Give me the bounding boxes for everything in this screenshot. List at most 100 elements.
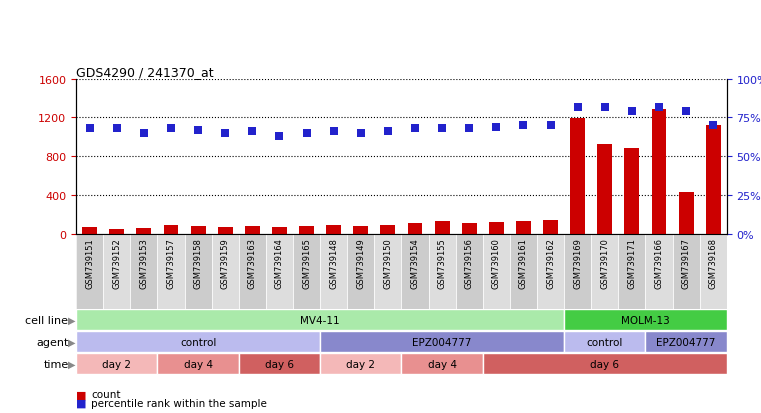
FancyBboxPatch shape — [212, 234, 239, 309]
Text: ▶: ▶ — [68, 359, 75, 369]
Text: GSM739162: GSM739162 — [546, 238, 555, 289]
Bar — [543, 221, 558, 234]
Bar — [705, 126, 721, 234]
Text: GSM739151: GSM739151 — [85, 238, 94, 289]
Point — [490, 124, 502, 131]
Bar — [570, 119, 585, 234]
FancyBboxPatch shape — [320, 353, 402, 374]
FancyBboxPatch shape — [76, 309, 564, 330]
Point — [572, 104, 584, 111]
Text: MOLM-13: MOLM-13 — [621, 315, 670, 325]
FancyBboxPatch shape — [130, 234, 158, 309]
FancyBboxPatch shape — [618, 234, 645, 309]
Text: day 4: day 4 — [428, 359, 457, 369]
Point — [626, 109, 638, 115]
Text: GSM739153: GSM739153 — [139, 238, 148, 289]
Text: GSM739159: GSM739159 — [221, 238, 230, 289]
Point — [219, 131, 231, 137]
FancyBboxPatch shape — [347, 234, 374, 309]
Text: day 2: day 2 — [102, 359, 131, 369]
Text: day 2: day 2 — [346, 359, 375, 369]
FancyBboxPatch shape — [320, 331, 564, 352]
Text: percentile rank within the sample: percentile rank within the sample — [91, 398, 267, 408]
Text: GSM739164: GSM739164 — [275, 238, 284, 289]
FancyBboxPatch shape — [482, 353, 727, 374]
Bar — [299, 226, 314, 234]
FancyBboxPatch shape — [402, 353, 482, 374]
Point — [355, 131, 367, 137]
Bar — [408, 223, 422, 234]
Text: agent: agent — [36, 337, 68, 347]
Bar — [679, 192, 693, 234]
Point — [301, 131, 313, 137]
Bar — [191, 226, 205, 234]
FancyBboxPatch shape — [564, 234, 591, 309]
FancyBboxPatch shape — [76, 331, 320, 352]
Point — [544, 123, 556, 129]
Text: GSM739169: GSM739169 — [573, 238, 582, 289]
Point — [680, 109, 693, 115]
Text: ■: ■ — [76, 389, 87, 399]
Text: control: control — [587, 337, 623, 347]
FancyBboxPatch shape — [645, 234, 673, 309]
Bar — [110, 229, 124, 234]
Bar — [651, 109, 667, 234]
FancyBboxPatch shape — [482, 234, 510, 309]
FancyBboxPatch shape — [76, 353, 158, 374]
FancyBboxPatch shape — [564, 309, 727, 330]
FancyBboxPatch shape — [456, 234, 482, 309]
Text: time: time — [43, 359, 68, 369]
Text: EPZ004777: EPZ004777 — [657, 337, 716, 347]
Text: GSM739167: GSM739167 — [682, 238, 690, 289]
Text: GSM739149: GSM739149 — [356, 238, 365, 289]
Point — [247, 129, 259, 135]
Text: ▶: ▶ — [68, 337, 75, 347]
Text: ■: ■ — [76, 398, 87, 408]
FancyBboxPatch shape — [645, 331, 727, 352]
Point — [436, 126, 448, 132]
Point — [599, 104, 611, 111]
Text: GSM739158: GSM739158 — [193, 238, 202, 289]
FancyBboxPatch shape — [293, 234, 320, 309]
Text: GSM739152: GSM739152 — [113, 238, 121, 289]
Bar — [462, 223, 476, 234]
Bar — [164, 225, 178, 234]
Bar — [272, 228, 287, 234]
Point — [707, 123, 719, 129]
Bar — [435, 222, 450, 234]
Text: GSM739155: GSM739155 — [438, 238, 447, 289]
Bar — [380, 226, 395, 234]
Bar — [326, 225, 341, 234]
Text: GSM739157: GSM739157 — [167, 238, 176, 289]
Text: GSM739154: GSM739154 — [410, 238, 419, 289]
Bar — [516, 222, 531, 234]
Text: GSM739148: GSM739148 — [330, 238, 338, 289]
Bar — [245, 227, 260, 234]
Text: GSM739168: GSM739168 — [708, 238, 718, 289]
FancyBboxPatch shape — [673, 234, 699, 309]
FancyBboxPatch shape — [103, 234, 130, 309]
Point — [165, 126, 177, 132]
Text: GDS4290 / 241370_at: GDS4290 / 241370_at — [76, 65, 214, 78]
FancyBboxPatch shape — [239, 353, 320, 374]
Text: cell line: cell line — [25, 315, 68, 325]
Point — [110, 126, 123, 132]
Point — [84, 126, 96, 132]
Bar — [489, 223, 504, 234]
Text: GSM739150: GSM739150 — [384, 238, 393, 289]
Point — [327, 129, 339, 135]
Text: GSM739166: GSM739166 — [654, 238, 664, 289]
Point — [382, 129, 394, 135]
Text: GSM739170: GSM739170 — [600, 238, 610, 289]
Bar — [218, 228, 233, 234]
FancyBboxPatch shape — [158, 234, 185, 309]
Point — [463, 126, 476, 132]
FancyBboxPatch shape — [537, 234, 564, 309]
FancyBboxPatch shape — [266, 234, 293, 309]
FancyBboxPatch shape — [239, 234, 266, 309]
FancyBboxPatch shape — [76, 234, 103, 309]
Text: GSM739163: GSM739163 — [248, 238, 256, 289]
Text: GSM739156: GSM739156 — [465, 238, 473, 289]
Bar — [136, 228, 151, 234]
Text: GSM739171: GSM739171 — [627, 238, 636, 289]
